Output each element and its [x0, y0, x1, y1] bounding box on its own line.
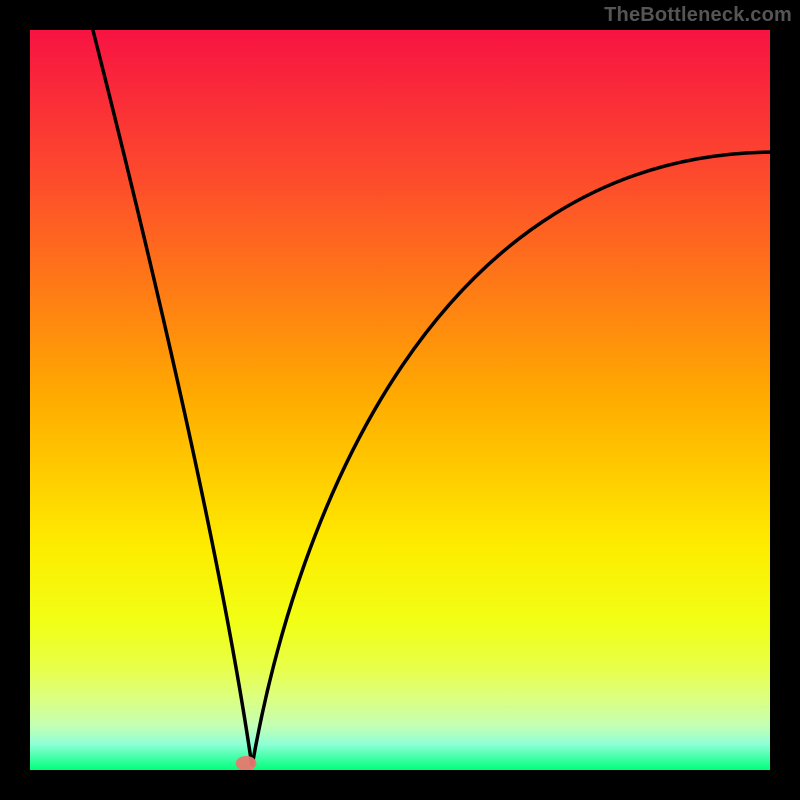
bottleneck-curve: [30, 30, 770, 770]
plot-area: [30, 30, 770, 770]
curve-path: [93, 30, 770, 766]
watermark-text: TheBottleneck.com: [604, 4, 792, 27]
outer-frame: TheBottleneck.com: [0, 0, 800, 800]
